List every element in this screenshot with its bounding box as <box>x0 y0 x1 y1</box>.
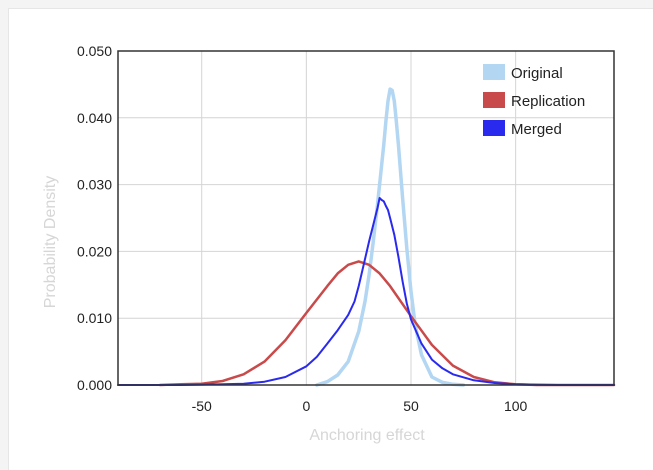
series-line-merged <box>117 197 615 386</box>
density-chart: 0.000 0.010 0.020 0.030 0.040 0.050 -50 0 50 100… <box>42 43 616 444</box>
y-tick-label: 0.000 <box>77 377 112 393</box>
x-tick-label: 100 <box>504 398 528 414</box>
legend-label-merged: Merged <box>511 121 562 138</box>
y-tick-label: 0.040 <box>77 110 112 126</box>
series-line-replication <box>158 260 616 387</box>
x-tick-label: 0 <box>302 398 310 414</box>
x-tick-labels: -50 0 50 100 <box>192 398 528 414</box>
x-tick-label: -50 <box>192 398 212 414</box>
legend: Original Replication Merged <box>483 64 585 138</box>
series-line-original <box>315 87 466 387</box>
y-tick-label: 0.010 <box>77 310 112 326</box>
y-tick-label: 0.030 <box>77 177 112 193</box>
chart-panel: 0.000 0.010 0.020 0.030 0.040 0.050 -50 0 50 100… <box>8 8 653 470</box>
y-tick-label: 0.050 <box>77 43 112 59</box>
legend-swatch-merged <box>483 120 505 136</box>
y-axis-label: Probability Density <box>42 176 59 309</box>
legend-label-original: Original <box>511 65 563 82</box>
legend-swatch-replication <box>483 92 505 108</box>
x-tick-label: 50 <box>403 398 419 414</box>
legend-label-replication: Replication <box>511 93 585 110</box>
x-axis-label: Anchoring effect <box>309 427 425 444</box>
legend-swatch-original <box>483 64 505 80</box>
y-tick-labels: 0.000 0.010 0.020 0.030 0.040 0.050 <box>77 43 112 393</box>
plot-frame <box>117 50 615 386</box>
y-tick-label: 0.020 <box>77 243 112 259</box>
